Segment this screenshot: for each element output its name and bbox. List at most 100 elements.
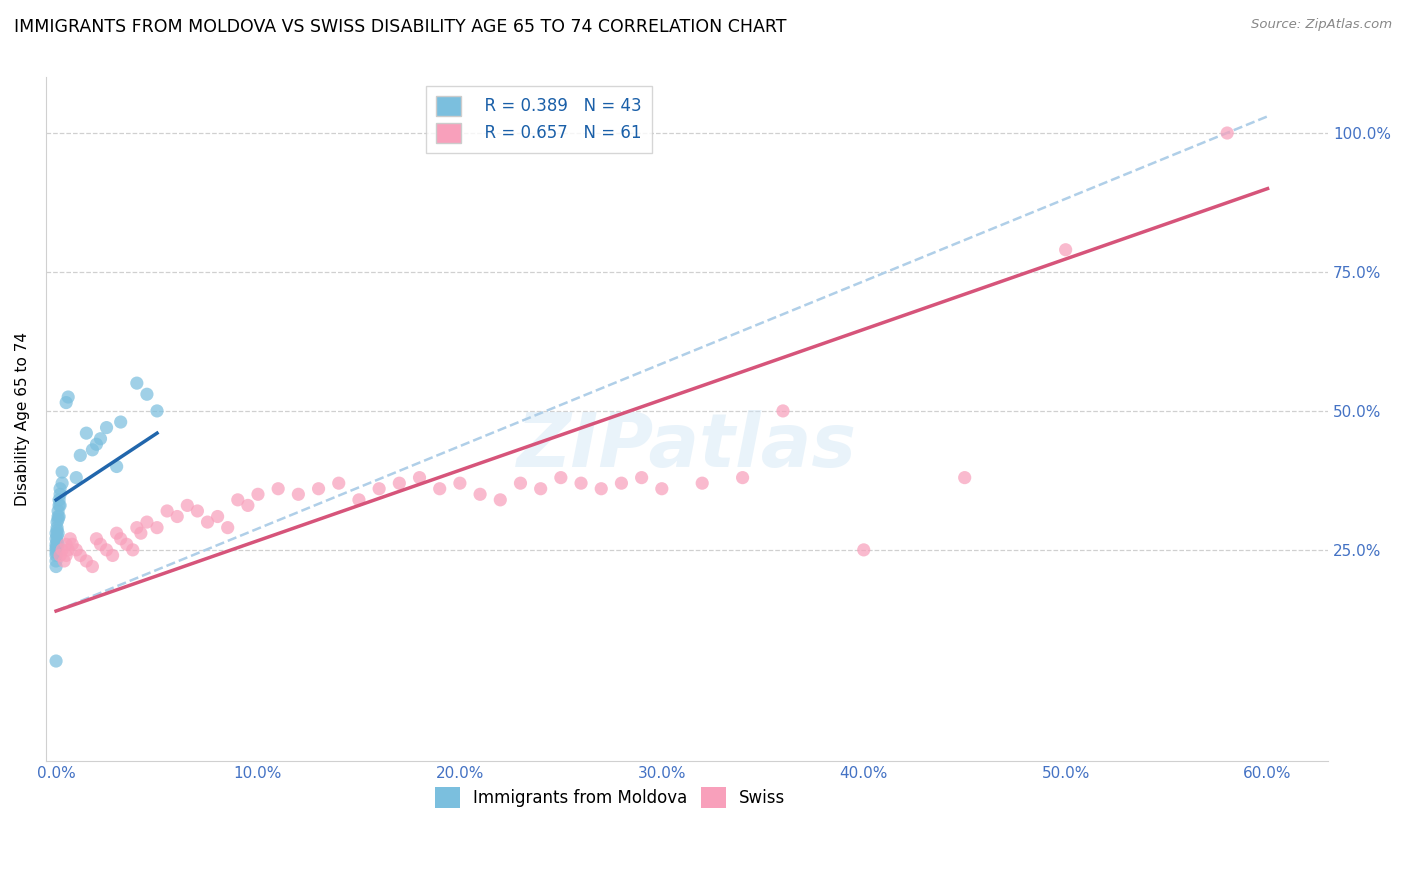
Immigrants from Moldova (146, 404, 169, 418)
Swiss (89, 537, 111, 551)
Immigrants from Moldova (46, 537, 69, 551)
Swiss (59, 532, 82, 546)
Immigrants from Moldova (46, 524, 69, 538)
Swiss (449, 476, 471, 491)
Swiss (217, 521, 239, 535)
Swiss (569, 476, 592, 491)
Swiss (429, 482, 451, 496)
Swiss (115, 537, 138, 551)
Swiss (207, 509, 229, 524)
Swiss (408, 470, 430, 484)
Swiss (75, 554, 97, 568)
Immigrants from Moldova (56, 390, 79, 404)
Immigrants from Moldova (96, 420, 118, 434)
Swiss (55, 537, 77, 551)
Immigrants from Moldova (125, 376, 148, 391)
Swiss (186, 504, 208, 518)
Swiss (368, 482, 391, 496)
Swiss (1054, 243, 1077, 257)
Swiss (953, 470, 976, 484)
Swiss (651, 482, 673, 496)
Immigrants from Moldova (46, 540, 69, 554)
Swiss (852, 542, 875, 557)
Text: IMMIGRANTS FROM MOLDOVA VS SWISS DISABILITY AGE 65 TO 74 CORRELATION CHART: IMMIGRANTS FROM MOLDOVA VS SWISS DISABIL… (14, 18, 786, 36)
Immigrants from Moldova (45, 546, 67, 560)
Immigrants from Moldova (45, 554, 67, 568)
Swiss (772, 404, 794, 418)
Swiss (610, 476, 633, 491)
Swiss (489, 492, 512, 507)
Swiss (731, 470, 754, 484)
Swiss (308, 482, 330, 496)
Immigrants from Moldova (45, 654, 67, 668)
Swiss (65, 542, 87, 557)
Immigrants from Moldova (45, 542, 67, 557)
Swiss (51, 542, 73, 557)
Y-axis label: Disability Age 65 to 74: Disability Age 65 to 74 (15, 332, 30, 507)
Swiss (156, 504, 179, 518)
Immigrants from Moldova (105, 459, 128, 474)
Swiss (105, 526, 128, 541)
Swiss (82, 559, 104, 574)
Swiss (197, 515, 219, 529)
Immigrants from Moldova (46, 521, 69, 535)
Swiss (101, 549, 124, 563)
Immigrants from Moldova (48, 499, 70, 513)
Swiss (56, 542, 79, 557)
Immigrants from Moldova (45, 537, 67, 551)
Immigrants from Moldova (82, 442, 104, 457)
Immigrants from Moldova (46, 515, 69, 529)
Swiss (328, 476, 350, 491)
Immigrants from Moldova (46, 529, 69, 543)
Legend: Immigrants from Moldova, Swiss: Immigrants from Moldova, Swiss (429, 780, 792, 814)
Immigrants from Moldova (75, 426, 97, 441)
Immigrants from Moldova (136, 387, 159, 401)
Swiss (166, 509, 188, 524)
Immigrants from Moldova (49, 482, 72, 496)
Text: ZIPatlas: ZIPatlas (517, 410, 858, 483)
Swiss (125, 521, 148, 535)
Immigrants from Moldova (49, 499, 72, 513)
Swiss (146, 521, 169, 535)
Immigrants from Moldova (45, 532, 67, 546)
Immigrants from Moldova (51, 465, 73, 479)
Immigrants from Moldova (89, 432, 111, 446)
Swiss (136, 515, 159, 529)
Swiss (509, 476, 531, 491)
Swiss (226, 492, 249, 507)
Swiss (86, 532, 108, 546)
Swiss (287, 487, 309, 501)
Swiss (60, 537, 83, 551)
Swiss (55, 549, 77, 563)
Immigrants from Moldova (45, 540, 67, 554)
Swiss (96, 542, 118, 557)
Swiss (690, 476, 713, 491)
Swiss (468, 487, 491, 501)
Immigrants from Moldova (110, 415, 132, 429)
Immigrants from Moldova (86, 437, 108, 451)
Swiss (236, 499, 259, 513)
Immigrants from Moldova (46, 534, 69, 549)
Swiss (591, 482, 613, 496)
Text: Source: ZipAtlas.com: Source: ZipAtlas.com (1251, 18, 1392, 31)
Swiss (246, 487, 269, 501)
Swiss (1216, 126, 1239, 140)
Swiss (121, 542, 143, 557)
Swiss (347, 492, 370, 507)
Immigrants from Moldova (45, 526, 67, 541)
Swiss (110, 532, 132, 546)
Swiss (53, 554, 76, 568)
Immigrants from Moldova (65, 470, 87, 484)
Immigrants from Moldova (45, 559, 67, 574)
Swiss (530, 482, 553, 496)
Immigrants from Moldova (51, 476, 73, 491)
Immigrants from Moldova (49, 487, 72, 501)
Immigrants from Moldova (45, 549, 67, 563)
Swiss (49, 549, 72, 563)
Swiss (267, 482, 290, 496)
Immigrants from Moldova (46, 504, 69, 518)
Swiss (129, 526, 152, 541)
Swiss (176, 499, 198, 513)
Immigrants from Moldova (46, 526, 69, 541)
Swiss (630, 470, 652, 484)
